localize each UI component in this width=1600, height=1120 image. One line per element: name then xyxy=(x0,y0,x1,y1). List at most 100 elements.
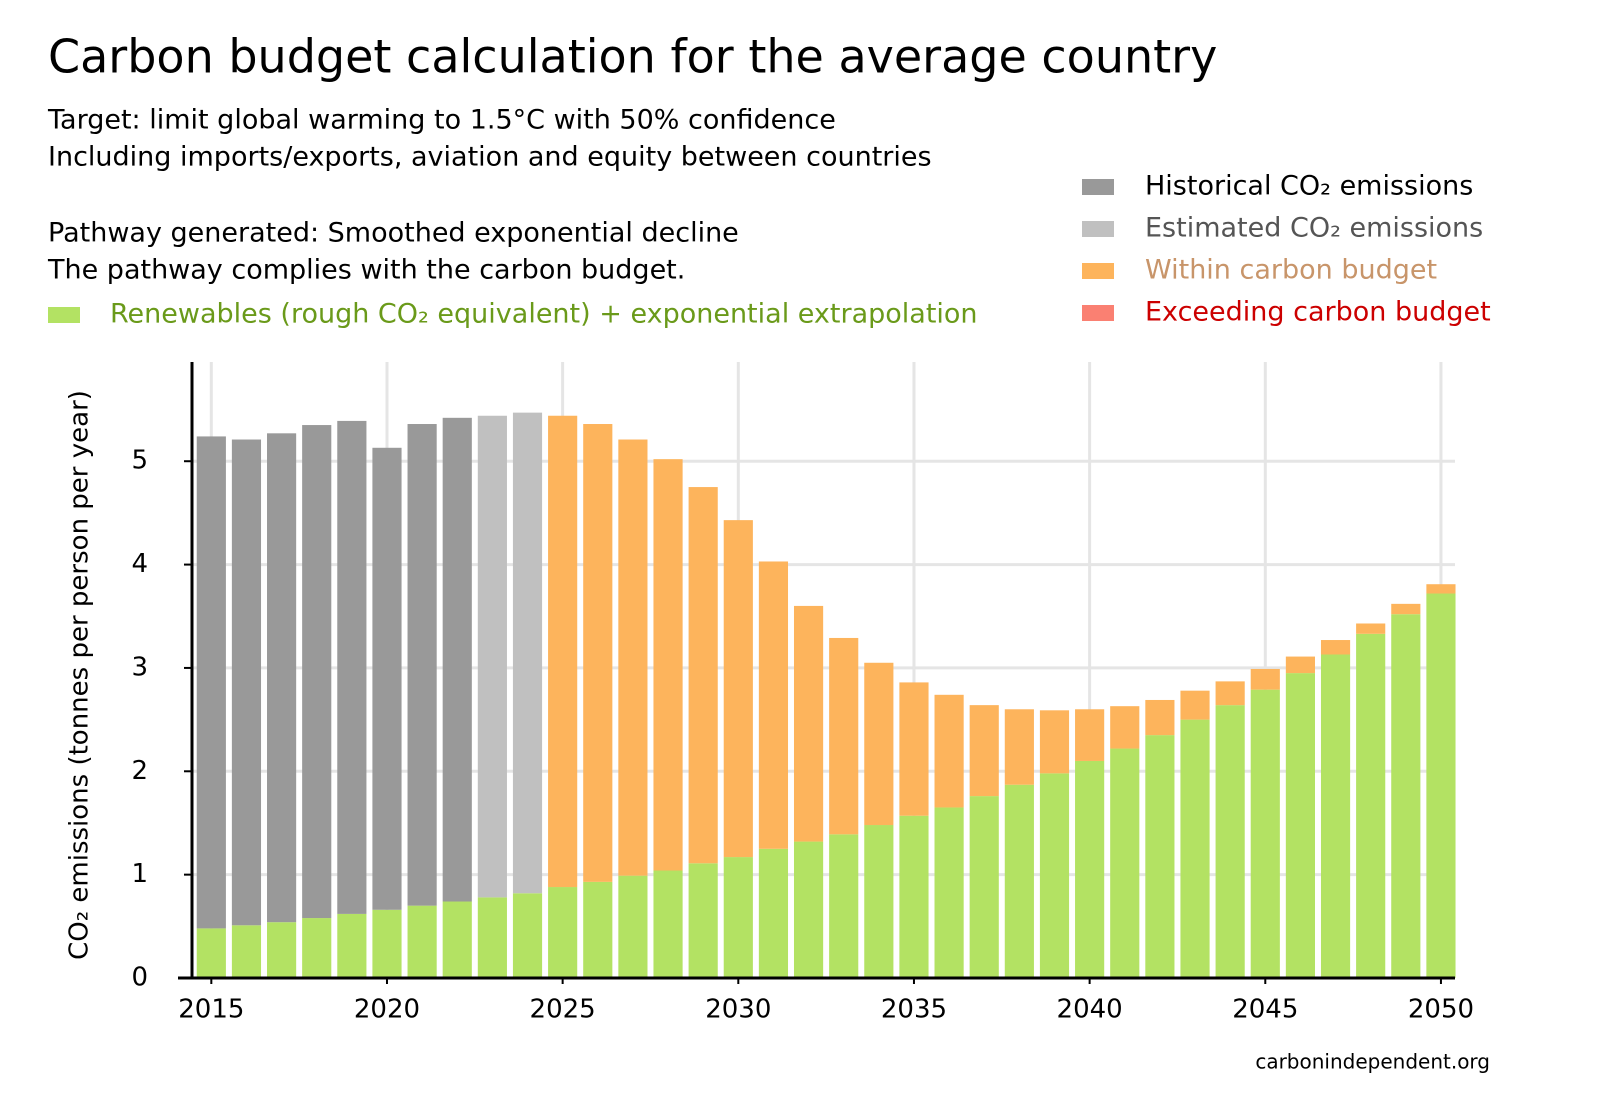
bar-segment xyxy=(899,682,929,816)
bar-segment xyxy=(1004,784,1034,978)
bar-segment xyxy=(372,447,402,910)
bar-segment xyxy=(583,424,613,882)
bar-segment xyxy=(512,412,543,894)
bar-segment xyxy=(1004,709,1034,785)
bar-segment xyxy=(934,807,964,978)
subtitle: Target: limit global warming to 1.5°C wi… xyxy=(47,105,836,136)
bar-segment xyxy=(1110,706,1140,749)
bar-segment xyxy=(231,439,262,926)
bar-segment xyxy=(372,909,402,978)
bar-segment xyxy=(512,893,543,978)
bar-segment xyxy=(793,605,824,842)
bar-segment xyxy=(407,424,437,906)
bar-segment xyxy=(688,863,718,978)
bar-segment xyxy=(1145,699,1175,736)
bar-segment xyxy=(934,694,964,808)
x-tick-label: 2035 xyxy=(881,995,947,1025)
y-tick-label: 5 xyxy=(131,446,148,476)
bar-segment xyxy=(1039,710,1070,774)
legend-label: Within carbon budget xyxy=(1145,255,1437,286)
bar-segment xyxy=(407,905,437,978)
legend-swatch xyxy=(1082,263,1114,279)
bar-segment xyxy=(1145,735,1175,978)
bar-segment xyxy=(618,875,648,978)
bar-segment xyxy=(1285,656,1315,674)
x-tick-label: 2020 xyxy=(354,995,420,1025)
bar-segment xyxy=(723,857,753,978)
y-tick-label: 1 xyxy=(131,859,148,889)
bar-segment xyxy=(1110,748,1140,978)
legend-label: Exceeding carbon budget xyxy=(1145,297,1491,328)
bar-segment xyxy=(969,796,999,978)
bar-segment xyxy=(1426,584,1456,594)
bar-segment xyxy=(583,881,613,978)
bar-segment xyxy=(1075,760,1105,978)
y-tick-label: 0 xyxy=(131,963,148,993)
bar-segment xyxy=(1356,633,1386,978)
legend-swatch xyxy=(1082,179,1114,195)
bar-segment xyxy=(231,925,262,978)
bar-segment xyxy=(1215,681,1245,706)
bar-segment xyxy=(196,436,226,929)
bar-segment xyxy=(969,705,999,797)
bar-segment xyxy=(267,922,297,978)
bar-segment xyxy=(1180,719,1210,978)
bar-segment xyxy=(653,870,683,978)
subtitle: Including imports/exports, aviation and … xyxy=(48,142,932,173)
bar-segment xyxy=(864,825,894,978)
bar-segment xyxy=(442,417,472,902)
y-tick-label: 4 xyxy=(131,549,148,579)
bar-segment xyxy=(1285,673,1315,978)
bar-segment xyxy=(442,901,472,978)
y-axis-label: CO₂ emissions (tonnes per person per yea… xyxy=(65,390,95,960)
bar-segment xyxy=(1039,773,1070,978)
bar-segment xyxy=(337,913,367,978)
x-tick-label: 2040 xyxy=(1057,995,1123,1025)
bar-segment xyxy=(899,815,929,978)
bar-segment xyxy=(1320,640,1351,655)
legend-label: Estimated CO₂ emissions xyxy=(1145,213,1483,244)
bar-segment xyxy=(793,841,824,978)
legend-label: Historical CO₂ emissions xyxy=(1145,171,1473,202)
bar-segment xyxy=(1391,614,1421,978)
y-tick-label: 2 xyxy=(131,756,148,786)
bar-segment xyxy=(337,420,367,914)
bar-segment xyxy=(302,918,332,978)
bar-segment xyxy=(723,520,753,858)
legend-label: Renewables (rough CO₂ equivalent) + expo… xyxy=(110,299,978,330)
y-tick-label: 3 xyxy=(131,652,148,682)
bar-segment xyxy=(302,425,332,919)
bar-segment xyxy=(1180,690,1210,720)
x-tick-label: 2030 xyxy=(705,995,771,1025)
chart-title: Carbon budget calculation for the averag… xyxy=(48,30,1217,84)
bar-segment xyxy=(1356,623,1386,634)
bar-segment xyxy=(548,415,578,888)
bar-segment xyxy=(548,887,578,978)
legend-swatch xyxy=(1082,305,1114,321)
annotation: The pathway complies with the carbon bud… xyxy=(47,255,685,286)
bar-segment xyxy=(477,415,507,898)
bar-segment xyxy=(1391,603,1421,615)
bar-segment xyxy=(653,459,683,871)
bar-segment xyxy=(1215,705,1245,978)
bar-segment xyxy=(829,834,859,978)
bar-segment xyxy=(1250,668,1280,690)
bar-segment xyxy=(758,848,789,978)
x-tick-label: 2045 xyxy=(1232,995,1298,1025)
bar-segment xyxy=(688,487,718,864)
bar-segment xyxy=(1250,689,1280,978)
x-tick-label: 2025 xyxy=(530,995,596,1025)
legend-swatch xyxy=(1082,221,1114,237)
bar-segment xyxy=(477,897,507,978)
annotation: Pathway generated: Smoothed exponential … xyxy=(48,218,739,249)
bar-segment xyxy=(196,928,226,978)
source: carbonindependent.org xyxy=(1255,1050,1490,1074)
bar-segment xyxy=(267,433,297,923)
bar-segment xyxy=(829,637,859,835)
legend-swatch xyxy=(48,307,80,323)
bar-segment xyxy=(1075,709,1105,761)
bar-segment xyxy=(758,561,789,849)
bar-segment xyxy=(1320,654,1351,978)
bar-segment xyxy=(1426,593,1456,978)
